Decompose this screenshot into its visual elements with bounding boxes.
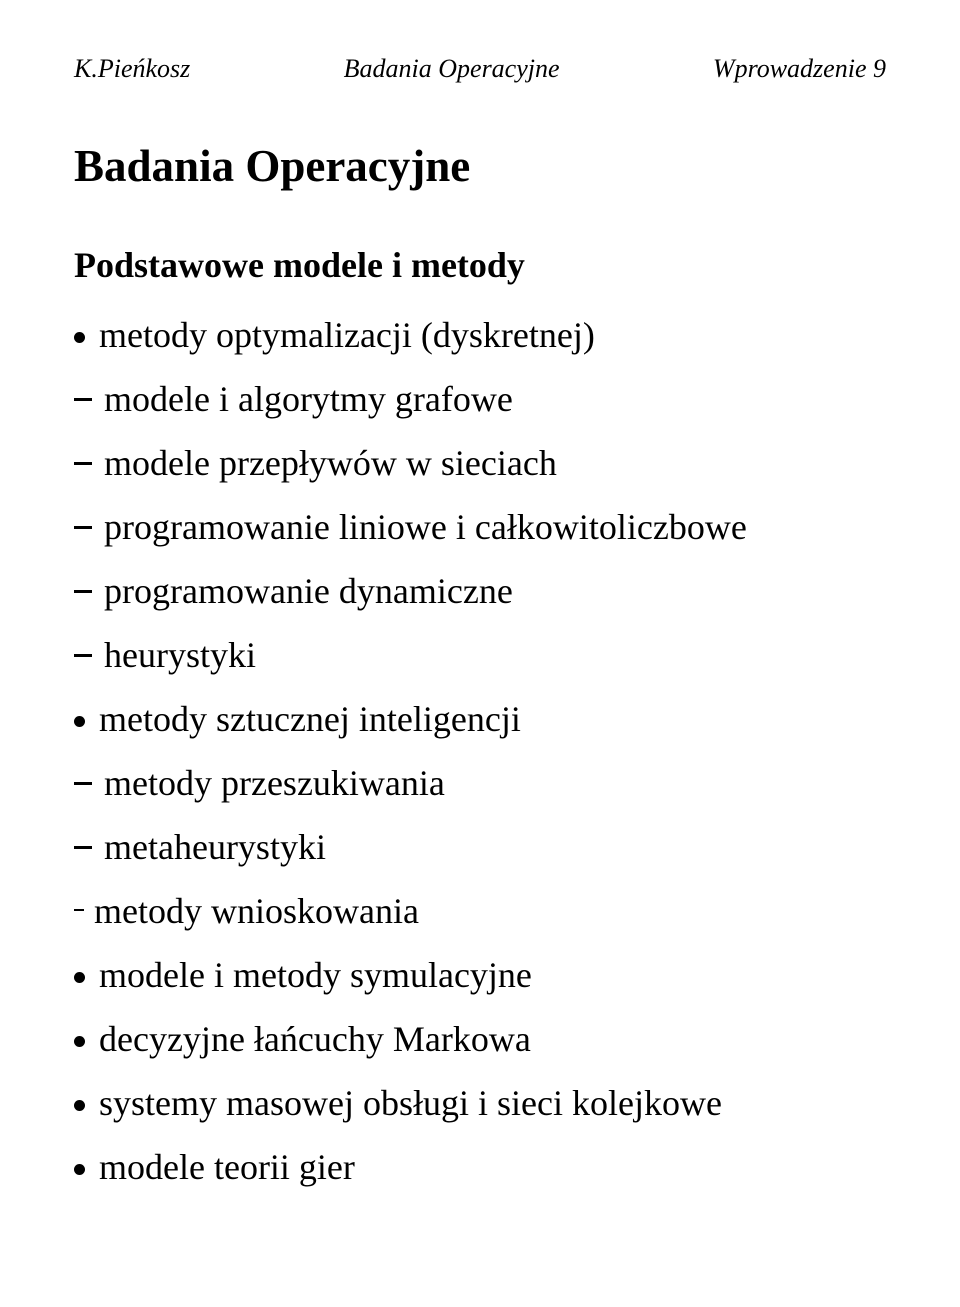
list-item: decyzyjne łańcuchy Markowa — [74, 1018, 886, 1060]
bullet-dash-icon — [74, 782, 92, 785]
list-item-label: programowanie liniowe i całkowitoliczbow… — [104, 506, 747, 548]
page-title: Badania Operacyjne — [74, 140, 886, 192]
list-item: modele teorii gier — [74, 1146, 886, 1188]
list-item-label: modele przepływów w sieciach — [104, 442, 557, 484]
list-item-label: programowanie dynamiczne — [104, 570, 513, 612]
bullet-dash-icon — [74, 398, 92, 401]
bullet-dot-icon — [74, 1100, 85, 1111]
list-item-label: decyzyjne łańcuchy Markowa — [99, 1018, 531, 1060]
list-item-label: metody optymalizacji (dyskretnej) — [99, 314, 595, 356]
list-item: metaheurystyki — [74, 826, 886, 868]
bullet-dot-icon — [74, 1036, 85, 1047]
bullet-dash-icon — [74, 462, 92, 465]
list-item: metody sztucznej inteligencji — [74, 698, 886, 740]
list-item-label: metody przeszukiwania — [104, 762, 445, 804]
list-item: systemy masowej obsługi i sieci kolejkow… — [74, 1082, 886, 1124]
bullet-dash-icon — [74, 846, 92, 849]
bullet-dot-icon — [74, 1164, 85, 1175]
page-header: K.Pieńkosz Badania Operacyjne Wprowadzen… — [74, 54, 886, 84]
list-item: metody optymalizacji (dyskretnej) — [74, 314, 886, 356]
list-item-label: heurystyki — [104, 634, 256, 676]
header-right: Wprowadzenie 9 — [713, 54, 886, 84]
bullet-dash-icon — [74, 526, 92, 529]
header-left: K.Pieńkosz — [74, 54, 190, 84]
outline-list: metody optymalizacji (dyskretnej) modele … — [74, 314, 886, 1188]
list-item: modele i algorytmy grafowe — [74, 378, 886, 420]
list-item-label: metody wnioskowania — [94, 890, 419, 932]
bullet-dash-small-icon — [74, 909, 84, 911]
list-item: metody przeszukiwania — [74, 762, 886, 804]
list-item-label: modele i metody symulacyjne — [99, 954, 532, 996]
bullet-dot-icon — [74, 332, 85, 343]
document-page: K.Pieńkosz Badania Operacyjne Wprowadzen… — [0, 0, 960, 1307]
list-item: modele i metody symulacyjne — [74, 954, 886, 996]
page-subtitle: Podstawowe modele i metody — [74, 244, 886, 286]
list-item-label: modele teorii gier — [99, 1146, 355, 1188]
bullet-dot-icon — [74, 972, 85, 983]
list-item-label: metaheurystyki — [104, 826, 326, 868]
list-item: programowanie liniowe i całkowitoliczbow… — [74, 506, 886, 548]
list-item: programowanie dynamiczne — [74, 570, 886, 612]
header-center: Badania Operacyjne — [344, 54, 560, 84]
bullet-dash-icon — [74, 590, 92, 593]
list-item-label: systemy masowej obsługi i sieci kolejkow… — [99, 1082, 722, 1124]
list-item: metody wnioskowania — [74, 890, 886, 932]
list-item: modele przepływów w sieciach — [74, 442, 886, 484]
list-item: heurystyki — [74, 634, 886, 676]
list-item-label: metody sztucznej inteligencji — [99, 698, 521, 740]
bullet-dot-icon — [74, 716, 85, 727]
bullet-dash-icon — [74, 654, 92, 657]
list-item-label: modele i algorytmy grafowe — [104, 378, 513, 420]
